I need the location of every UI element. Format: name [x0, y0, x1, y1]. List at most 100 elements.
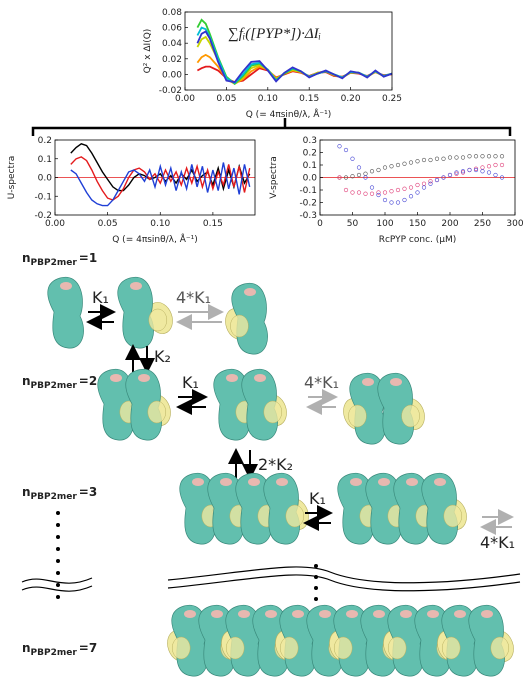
point: [402, 186, 407, 191]
protein: [47, 276, 84, 349]
point: [350, 156, 355, 161]
protein-patch: [350, 478, 362, 486]
point: [389, 200, 394, 205]
protein-patch: [254, 374, 266, 382]
plot-frame: [184, 11, 393, 91]
point: [376, 192, 381, 198]
chart: 0.00 0.05 0.10 0.15 -0.2 -0.1 0.0 0.1 0.2 Q (= 4π…: [7, 136, 256, 245]
point: [480, 154, 485, 159]
protein: [125, 368, 171, 441]
x-tick-label: 0.15: [203, 219, 223, 229]
point: [415, 159, 420, 164]
point: [395, 200, 401, 205]
y-tick-label: 0.04: [162, 39, 182, 49]
protein-patch: [110, 374, 122, 382]
point: [402, 161, 407, 166]
y-tick-label: -0.2: [299, 199, 317, 209]
protein-patch: [184, 610, 196, 618]
break-line: [167, 566, 521, 592]
protein: [225, 282, 268, 355]
x-axis-label: Q (= 4πsinθ/λ, Å⁻¹): [112, 233, 198, 245]
protein-patch: [427, 610, 439, 618]
protein-patch: [454, 610, 466, 618]
row-label-n: n: [22, 641, 31, 655]
protein-body: [125, 368, 162, 441]
protein: [393, 472, 439, 545]
ellipsis-dot: [56, 547, 60, 551]
point: [337, 144, 342, 149]
series-line: [70, 156, 251, 201]
y-tick-label: 0.02: [162, 55, 182, 65]
y-tick-label: -0.1: [299, 186, 317, 196]
rate-constant: 4*K₁: [304, 373, 339, 392]
point: [486, 170, 492, 175]
x-tick-label: 0.10: [150, 219, 170, 229]
y-axis-label: Q² x ΔI(Q): [143, 29, 153, 74]
x-tick-label: 0.15: [299, 94, 319, 104]
point: [356, 165, 362, 170]
series-line: [196, 30, 393, 84]
x-tick-label: 0: [317, 219, 323, 229]
protein-patch: [319, 610, 331, 618]
point: [408, 185, 414, 190]
protein: [421, 472, 467, 545]
point: [382, 165, 388, 170]
y-tick-label: -0.3: [299, 211, 317, 221]
protein: [117, 276, 173, 349]
y-tick-label: 0.00: [162, 70, 182, 80]
protein-domain: [348, 404, 367, 428]
point: [454, 171, 459, 176]
ellipsis-dot: [56, 583, 60, 587]
x-tick-label: 150: [409, 219, 426, 229]
ellipsis-dot: [314, 586, 318, 590]
point: [460, 169, 466, 174]
point: [460, 170, 466, 175]
point: [376, 190, 381, 195]
row-label: nPBP2mer =3: [22, 485, 97, 502]
point: [441, 175, 446, 180]
plot-frame: [54, 139, 256, 216]
point: [486, 154, 492, 159]
ellipsis-dot: [56, 535, 60, 539]
x-tick-label: 0.10: [258, 94, 278, 104]
protein: [343, 372, 386, 445]
y-tick-label: 0.08: [162, 8, 182, 18]
point: [421, 181, 427, 186]
point: [428, 157, 433, 163]
point: [499, 175, 505, 180]
protein-body: [241, 368, 278, 441]
point: [376, 167, 381, 173]
chart: 0.00 0.05 0.10 0.15 0.20 0.25-0.020.000.020.0…: [143, 8, 402, 120]
point: [447, 172, 453, 178]
y-tick-label: 0.06: [162, 24, 182, 34]
protein-domain: [285, 504, 305, 528]
point: [350, 174, 355, 179]
point: [480, 165, 485, 170]
protein-patch: [481, 610, 493, 618]
point: [382, 197, 388, 203]
ellipsis-dot: [56, 511, 60, 515]
point: [434, 156, 440, 161]
protein: [263, 472, 309, 545]
point: [421, 157, 427, 163]
series-line: [70, 162, 251, 207]
rate-constant: 4*K₁: [176, 288, 211, 307]
x-tick-label: 0.05: [98, 219, 118, 229]
rate-constant: K₁: [92, 288, 109, 307]
row-label-n: n: [22, 374, 31, 388]
protein: [377, 372, 425, 445]
point: [441, 156, 446, 161]
point: [356, 172, 362, 178]
protein-patch: [248, 478, 260, 486]
x-tick-label: 100: [376, 219, 393, 229]
protein: [468, 604, 514, 677]
point: [421, 185, 427, 190]
protein-patch: [238, 610, 250, 618]
protein-body: [421, 472, 458, 545]
protein-patch: [226, 374, 238, 382]
x-tick-label: 300: [506, 219, 523, 229]
row-label: nPBP2mer =7: [22, 641, 97, 658]
point: [415, 182, 420, 188]
point: [350, 190, 355, 195]
